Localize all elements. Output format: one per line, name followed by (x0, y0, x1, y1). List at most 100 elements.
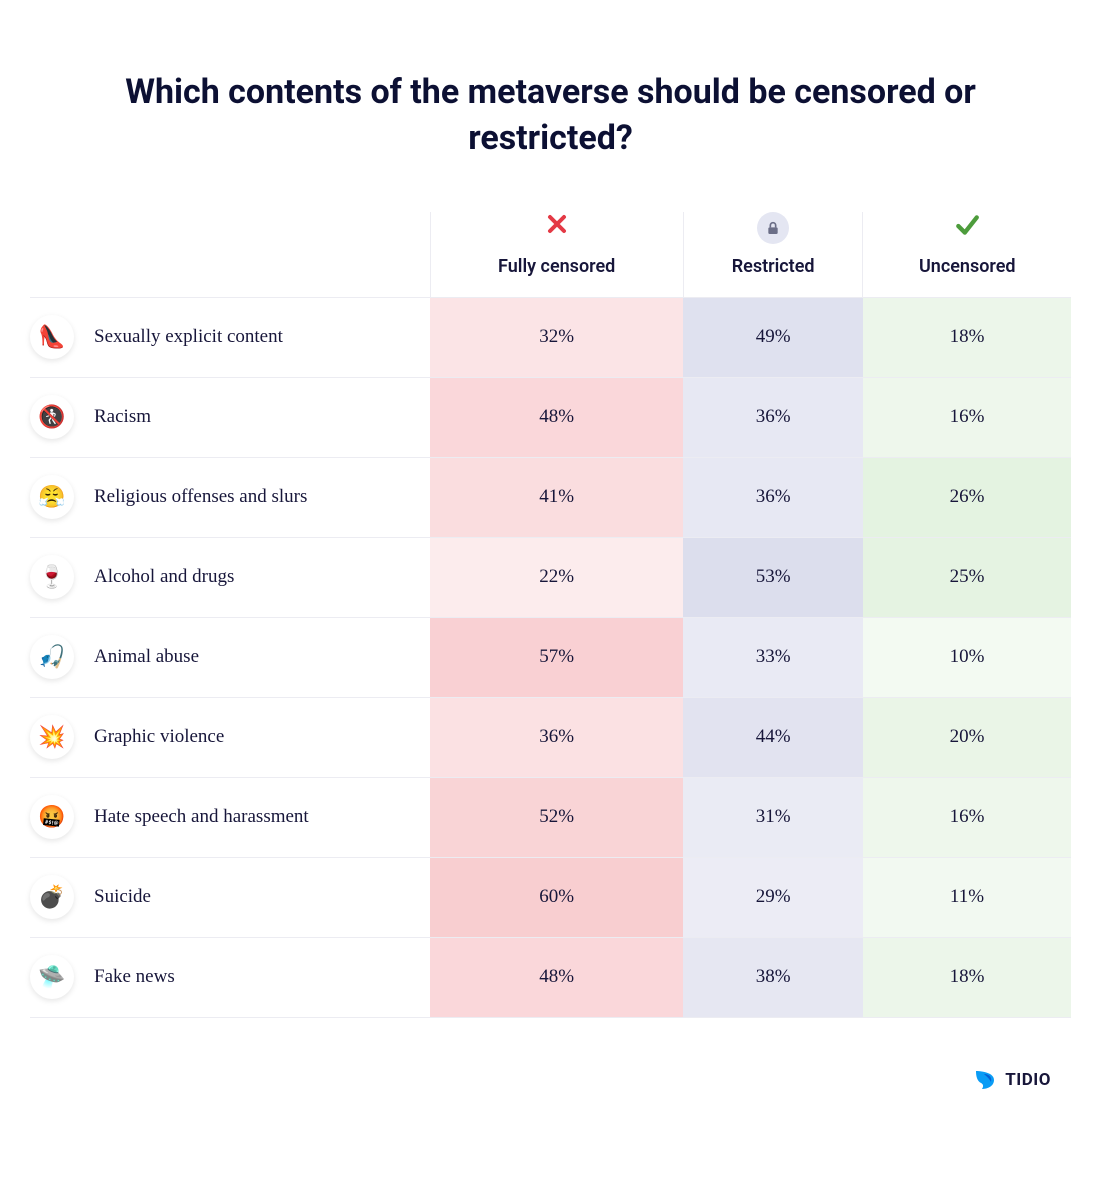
value-cell-restricted: 36% (683, 377, 863, 457)
column-header-label: Fully censored (498, 256, 615, 277)
value-cell-censored: 60% (430, 857, 683, 937)
percent-value: 52% (539, 806, 574, 827)
table-body: 👠 Sexually explicit content 32% 49% 18% 🚷 Raci… (30, 297, 1071, 1017)
value-cell-uncensored: 18% (863, 937, 1071, 1017)
category-icon: 🤬 (30, 795, 74, 839)
percent-value: 36% (756, 406, 791, 427)
category-cell: 🍷 Alcohol and drugs (30, 537, 430, 617)
value-cell-restricted: 36% (683, 457, 863, 537)
value-cell-uncensored: 11% (863, 857, 1071, 937)
page-title: Which contents of the metaverse should b… (121, 70, 981, 162)
column-header-uncensored: Uncensored (863, 212, 1071, 298)
percent-value: 36% (539, 726, 574, 747)
value-cell-censored: 48% (430, 377, 683, 457)
category-cell: 👠 Sexually explicit content (30, 297, 430, 377)
value-cell-restricted: 33% (683, 617, 863, 697)
category-cell: 🎣 Animal abuse (30, 617, 430, 697)
value-cell-censored: 52% (430, 777, 683, 857)
percent-value: 49% (756, 326, 791, 347)
category-cell: 💥Graphic violence (30, 697, 430, 777)
table-row: 💥Graphic violence 36% 44% 20% (30, 697, 1071, 777)
category-label: Religious offenses and slurs (94, 486, 307, 508)
value-cell-censored: 22% (430, 537, 683, 617)
percent-value: 53% (756, 566, 791, 587)
lock-icon (757, 212, 789, 244)
value-cell-censored: 57% (430, 617, 683, 697)
percent-value: 38% (756, 966, 791, 987)
value-cell-uncensored: 20% (863, 697, 1071, 777)
category-icon: 🚷 (30, 395, 74, 439)
table-row: 😤 Religious offenses and slurs 41% 36% 26% (30, 457, 1071, 537)
category-label: Fake news (94, 966, 175, 988)
table-row: 🛸 Fake news 48% 38% 18% (30, 937, 1071, 1017)
percent-value: 29% (756, 886, 791, 907)
censorship-table: Fully censored Restricted Uncensored 👠 Sexu… (30, 212, 1071, 1018)
category-label: Animal abuse (94, 646, 199, 668)
category-cell: 🤬 Hate speech and harassment (30, 777, 430, 857)
category-cell: 🛸 Fake news (30, 937, 430, 1017)
percent-value: 41% (539, 486, 574, 507)
category-label: Hate speech and harassment (94, 806, 309, 828)
value-cell-restricted: 53% (683, 537, 863, 617)
column-header-label: Uncensored (919, 256, 1016, 277)
table-row: 💣 Suicide 60% 29% 11% (30, 857, 1071, 937)
value-cell-restricted: 29% (683, 857, 863, 937)
category-cell: 😤 Religious offenses and slurs (30, 457, 430, 537)
category-cell: 🚷 Racism (30, 377, 430, 457)
percent-value: 36% (756, 486, 791, 507)
tidio-logo-icon (973, 1068, 997, 1092)
table-header-row: Fully censored Restricted Uncensored (30, 212, 1071, 298)
category-icon: 👠 (30, 315, 74, 359)
table-row: 🤬 Hate speech and harassment 52% 31% 16% (30, 777, 1071, 857)
value-cell-restricted: 38% (683, 937, 863, 1017)
value-cell-uncensored: 10% (863, 617, 1071, 697)
table-row: 🎣 Animal abuse 57% 33% 10% (30, 617, 1071, 697)
percent-value: 32% (539, 326, 574, 347)
value-cell-censored: 41% (430, 457, 683, 537)
percent-value: 48% (539, 406, 574, 427)
percent-value: 60% (539, 886, 574, 907)
percent-value: 26% (950, 486, 985, 507)
value-cell-restricted: 49% (683, 297, 863, 377)
category-icon: 🎣 (30, 635, 74, 679)
percent-value: 44% (756, 726, 791, 747)
percent-value: 11% (950, 886, 984, 907)
value-cell-censored: 32% (430, 297, 683, 377)
value-cell-restricted: 44% (683, 697, 863, 777)
value-cell-uncensored: 16% (863, 777, 1071, 857)
column-header-censored: Fully censored (430, 212, 683, 298)
percent-value: 48% (539, 966, 574, 987)
category-cell: 💣 Suicide (30, 857, 430, 937)
category-label: Sexually explicit content (94, 326, 283, 348)
column-header-label: Restricted (732, 256, 815, 277)
percent-value: 16% (950, 806, 985, 827)
percent-value: 18% (950, 966, 985, 987)
value-cell-uncensored: 16% (863, 377, 1071, 457)
value-cell-uncensored: 26% (863, 457, 1071, 537)
brand-name: TIDIO (1005, 1070, 1051, 1090)
category-label: Suicide (94, 886, 151, 908)
category-icon: 🍷 (30, 555, 74, 599)
category-icon: 😤 (30, 475, 74, 519)
percent-value: 33% (756, 646, 791, 667)
percent-value: 25% (950, 566, 985, 587)
table-row: 👠 Sexually explicit content 32% 49% 18% (30, 297, 1071, 377)
percent-value: 22% (539, 566, 574, 587)
value-cell-uncensored: 18% (863, 297, 1071, 377)
table-row: 🍷 Alcohol and drugs 22% 53% 25% (30, 537, 1071, 617)
category-label: Alcohol and drugs (94, 566, 234, 588)
x-icon (541, 212, 573, 244)
percent-value: 16% (950, 406, 985, 427)
percent-value: 57% (539, 646, 574, 667)
percent-value: 18% (950, 326, 985, 347)
check-icon (951, 212, 983, 244)
category-icon: 🛸 (30, 955, 74, 999)
percent-value: 31% (756, 806, 791, 827)
category-icon: 💣 (30, 875, 74, 919)
value-cell-censored: 48% (430, 937, 683, 1017)
column-header-restricted: Restricted (683, 212, 863, 298)
value-cell-restricted: 31% (683, 777, 863, 857)
category-label: Racism (94, 406, 151, 428)
percent-value: 20% (950, 726, 985, 747)
category-icon: 💥 (30, 715, 74, 759)
